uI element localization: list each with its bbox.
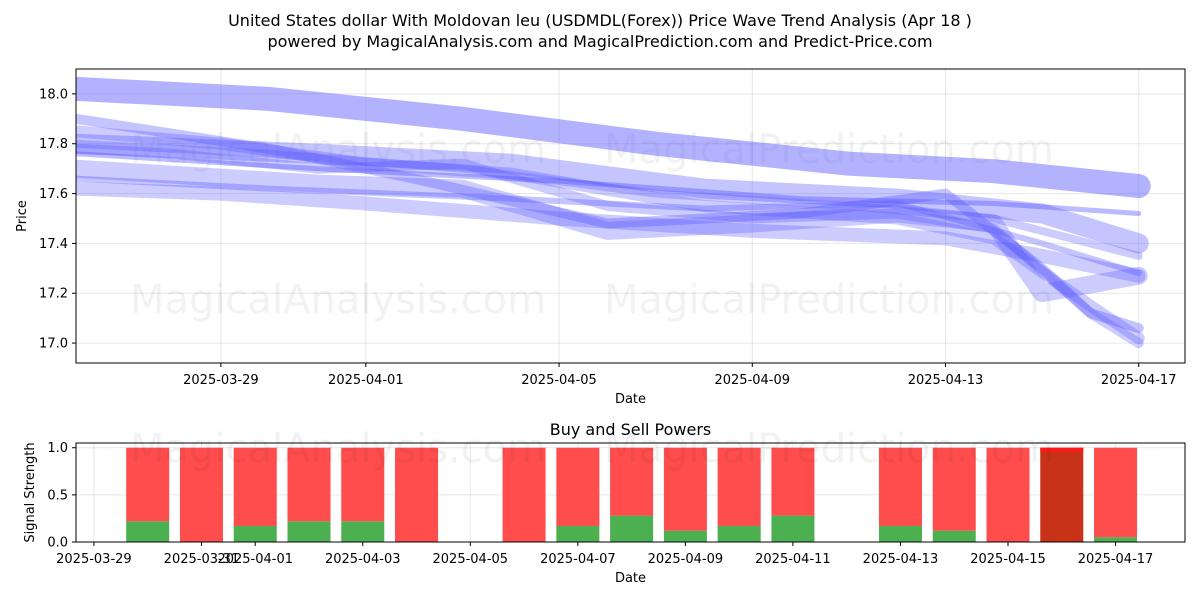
sell-bar — [610, 447, 654, 516]
buy-bar — [233, 525, 277, 542]
watermark-prediction: MagicalPrediction.com — [604, 426, 1054, 472]
series-line-wave-6 — [76, 125, 1145, 345]
watermark-prediction: MagicalPrediction.com — [604, 127, 1054, 173]
sell-bar — [663, 447, 707, 531]
sell-bar — [556, 447, 600, 526]
chart-subtitle: powered by MagicalAnalysis.com and Magic… — [267, 32, 932, 51]
series-line-wave-2 — [76, 133, 1149, 254]
y-tick-label: 18.0 — [39, 87, 68, 102]
plot-frame — [75, 68, 1186, 364]
sell-bar — [233, 447, 277, 526]
x-tick-label: 2025-04-09 — [648, 552, 724, 567]
x-tick-label: 2025-04-11 — [755, 552, 831, 567]
watermark-analysis: MagicalAnalysis.com — [130, 426, 546, 472]
y-tick-label: 1.0 — [47, 441, 68, 456]
sell-bar — [179, 447, 223, 542]
chart-title: United States dollar With Moldovan leu (… — [228, 11, 972, 30]
buy-bar — [663, 530, 707, 542]
y-tick-label: 0.5 — [47, 488, 68, 503]
series-line-wave-5 — [76, 113, 1144, 334]
series-line-wave-9 — [76, 175, 1142, 277]
buy-bar — [878, 525, 922, 542]
y-tick-label: 17.4 — [39, 237, 68, 252]
x-tick-label: 2025-04-01 — [328, 373, 404, 388]
buy-bar — [1094, 537, 1138, 542]
x-tick-label: 2025-04-17 — [1101, 373, 1177, 388]
sell-bar-cap — [1040, 447, 1084, 452]
sell-bar — [932, 447, 976, 531]
sell-bar — [1040, 447, 1084, 542]
series-line-wave-8 — [76, 139, 1143, 260]
series-line-wave-4 — [76, 181, 1146, 283]
sell-bar — [126, 447, 170, 522]
sell-bar — [287, 447, 331, 522]
buy-sell-plot: MagicalAnalysis.com MagicalPrediction.com… — [23, 420, 1186, 586]
sell-bar — [395, 447, 439, 542]
series-line-wave-3 — [76, 159, 1148, 303]
subplot-title: Buy and Sell Powers — [550, 420, 712, 439]
buy-bar — [771, 515, 815, 542]
y-tick-label: 17.8 — [39, 137, 68, 152]
plot-frame — [75, 442, 1186, 543]
series-line-wave-10 — [76, 151, 1142, 216]
y-tick-label: 17.6 — [39, 187, 68, 202]
buy-bar — [932, 530, 976, 542]
x-tick-label: 2025-04-13 — [908, 373, 984, 388]
x-tick-label: 2025-04-09 — [714, 373, 790, 388]
buy-bar — [556, 525, 600, 542]
sell-bar — [878, 447, 922, 526]
series-line-wave-1 — [76, 76, 1151, 199]
sell-bar — [502, 447, 546, 542]
buy-bar — [126, 521, 170, 542]
x-axis-label: Date — [615, 571, 646, 586]
watermark-prediction: MagicalPrediction.com — [604, 277, 1054, 323]
x-tick-label: 2025-04-03 — [325, 552, 401, 567]
x-tick-label: 2025-04-07 — [540, 552, 616, 567]
watermark-analysis: MagicalAnalysis.com — [130, 277, 546, 323]
x-tick-label: 2025-03-31 — [164, 552, 240, 567]
wave-series-group — [76, 76, 1151, 349]
sell-bar — [717, 447, 761, 526]
x-tick-label: 2025-04-01 — [217, 552, 293, 567]
y-tick-label: 17.0 — [39, 337, 68, 352]
watermark-analysis: MagicalAnalysis.com — [130, 127, 546, 173]
x-tick-label: 2025-04-17 — [1078, 552, 1154, 567]
y-tick-label: 0.0 — [47, 536, 68, 551]
sell-bar — [341, 447, 385, 522]
buy-bar — [717, 525, 761, 542]
x-axis-label: Date — [615, 392, 646, 407]
sell-bar — [1094, 447, 1138, 538]
price-wave-plot: MagicalAnalysis.com MagicalPrediction.com… — [15, 68, 1186, 407]
buy-bar — [610, 515, 654, 542]
x-tick-label: 2025-03-29 — [56, 552, 132, 567]
x-tick-label: 2025-04-15 — [970, 552, 1046, 567]
buy-bar — [341, 521, 385, 542]
x-tick-label: 2025-03-29 — [183, 373, 259, 388]
y-axis-label: Price — [15, 200, 30, 232]
buy-bar — [287, 521, 331, 542]
sell-bar — [986, 447, 1030, 542]
y-axis-label: Signal Strength — [23, 442, 38, 542]
x-tick-label: 2025-04-13 — [863, 552, 939, 567]
y-tick-label: 17.2 — [39, 287, 68, 302]
x-tick-label: 2025-04-05 — [433, 552, 509, 567]
series-line-wave-7 — [76, 143, 1144, 349]
sell-bar — [771, 447, 815, 516]
x-tick-label: 2025-04-05 — [521, 373, 597, 388]
